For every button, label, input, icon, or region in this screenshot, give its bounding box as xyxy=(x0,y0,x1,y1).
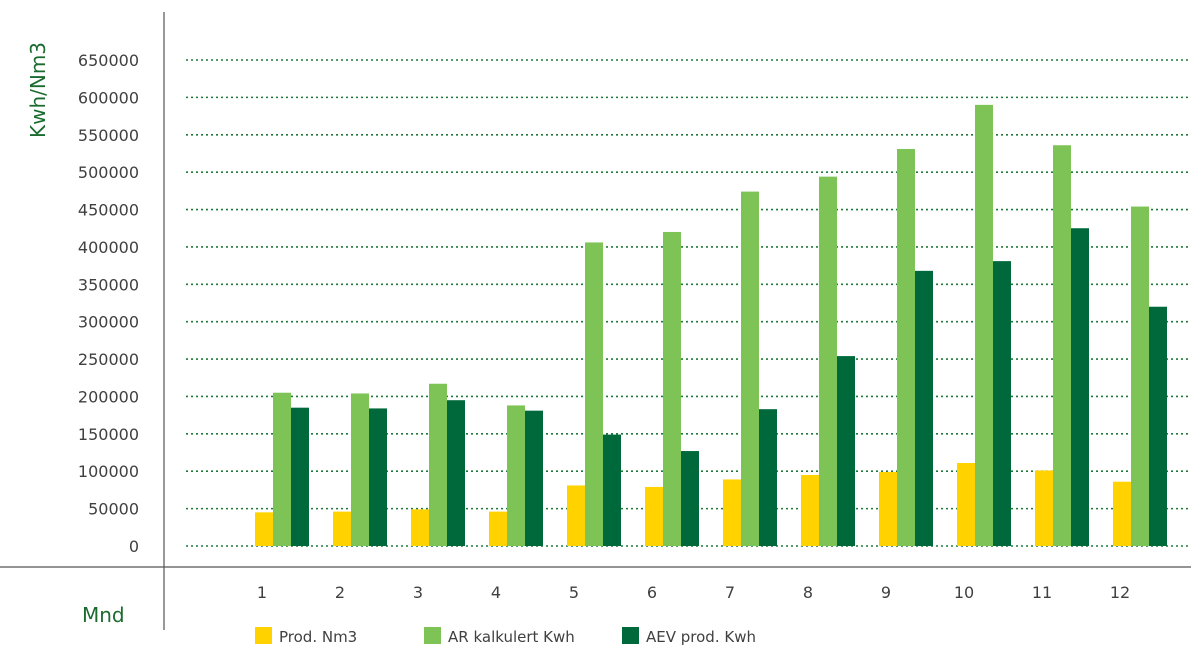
bar-aev-prod-kwh-6 xyxy=(681,451,699,546)
y-tick-label: 600000 xyxy=(78,88,139,107)
bar-aev-prod-kwh-11 xyxy=(1071,228,1089,546)
legend-label: Prod. Nm3 xyxy=(279,628,357,646)
x-tick-label: 5 xyxy=(569,583,579,602)
legend: Prod. Nm3 AR kalkulert Kwh AEV prod. Kwh xyxy=(255,627,756,646)
y-tick-label: 250000 xyxy=(78,350,139,369)
bar-ar-kalkulert-kwh-10 xyxy=(975,104,993,546)
y-tick-label: 450000 xyxy=(78,201,139,220)
x-tick-label: 8 xyxy=(803,583,813,602)
y-tick-label: 0 xyxy=(129,537,139,556)
y-tick-label: 100000 xyxy=(78,462,139,481)
bar-prod-nm3-9 xyxy=(879,471,897,546)
x-axis-tick-labels: 1 2 3 4 5 6 7 8 9 10 11 12 xyxy=(257,583,1130,602)
y-tick-label: 350000 xyxy=(78,275,139,294)
bar-ar-kalkulert-kwh-6 xyxy=(663,231,681,546)
grid-lines xyxy=(186,59,1190,547)
bar-ar-kalkulert-kwh-5 xyxy=(585,242,603,546)
bar-aev-prod-kwh-5 xyxy=(603,434,621,546)
y-tick-label: 650000 xyxy=(78,51,139,70)
legend-label: AEV prod. Kwh xyxy=(646,628,756,646)
bar-prod-nm3-11 xyxy=(1035,470,1053,546)
x-tick-label: 10 xyxy=(954,583,974,602)
bar-prod-nm3-12 xyxy=(1113,481,1131,546)
bar-prod-nm3-2 xyxy=(333,511,351,546)
bar-ar-kalkulert-kwh-9 xyxy=(897,148,915,546)
bar-prod-nm3-1 xyxy=(255,512,273,546)
y-tick-label: 300000 xyxy=(78,313,139,332)
x-tick-label: 1 xyxy=(257,583,267,602)
bar-aev-prod-kwh-12 xyxy=(1149,306,1167,546)
bar-ar-kalkulert-kwh-4 xyxy=(507,405,525,546)
y-axis-tick-labels: 0 50000 100000 150000 200000 250000 300000 3500… xyxy=(78,51,139,556)
bar-aev-prod-kwh-2 xyxy=(369,408,387,546)
bar-prod-nm3-5 xyxy=(567,485,585,546)
bar-aev-prod-kwh-7 xyxy=(759,409,777,546)
bar-ar-kalkulert-kwh-11 xyxy=(1053,145,1071,546)
x-axis-title: Mnd xyxy=(82,603,125,627)
y-tick-label: 50000 xyxy=(88,500,139,519)
x-tick-label: 4 xyxy=(491,583,501,602)
bar-aev-prod-kwh-3 xyxy=(447,400,465,546)
x-tick-label: 2 xyxy=(335,583,345,602)
bar-prod-nm3-4 xyxy=(489,511,507,546)
bar-ar-kalkulert-kwh-2 xyxy=(351,393,369,546)
y-tick-label: 550000 xyxy=(78,126,139,145)
bar-prod-nm3-3 xyxy=(411,509,429,546)
bar-prod-nm3-8 xyxy=(801,474,819,546)
bar-prod-nm3-10 xyxy=(957,463,975,546)
bar-prod-nm3-6 xyxy=(645,486,663,546)
x-tick-label: 12 xyxy=(1110,583,1130,602)
bar-ar-kalkulert-kwh-1 xyxy=(273,392,291,546)
y-tick-label: 200000 xyxy=(78,387,139,406)
y-tick-label: 150000 xyxy=(78,425,139,444)
legend-swatch xyxy=(622,627,639,644)
x-tick-label: 9 xyxy=(881,583,891,602)
bar-aev-prod-kwh-4 xyxy=(525,410,543,546)
bars xyxy=(255,104,1167,546)
x-tick-label: 11 xyxy=(1032,583,1052,602)
legend-label: AR kalkulert Kwh xyxy=(448,628,575,646)
bar-ar-kalkulert-kwh-12 xyxy=(1131,206,1149,546)
bar-prod-nm3-7 xyxy=(723,479,741,546)
bar-aev-prod-kwh-1 xyxy=(291,407,309,546)
bar-aev-prod-kwh-10 xyxy=(993,261,1011,546)
bar-aev-prod-kwh-8 xyxy=(837,356,855,546)
y-tick-label: 500000 xyxy=(78,163,139,182)
x-tick-label: 3 xyxy=(413,583,423,602)
x-tick-label: 6 xyxy=(647,583,657,602)
x-tick-label: 7 xyxy=(725,583,735,602)
legend-swatch xyxy=(255,627,272,644)
bar-ar-kalkulert-kwh-8 xyxy=(819,176,837,546)
bar-aev-prod-kwh-9 xyxy=(915,270,933,546)
legend-swatch xyxy=(424,627,441,644)
bar-ar-kalkulert-kwh-7 xyxy=(741,191,759,546)
y-axis-title: Kwh/Nm3 xyxy=(26,42,50,138)
y-tick-label: 400000 xyxy=(78,238,139,257)
bar-ar-kalkulert-kwh-3 xyxy=(429,383,447,546)
